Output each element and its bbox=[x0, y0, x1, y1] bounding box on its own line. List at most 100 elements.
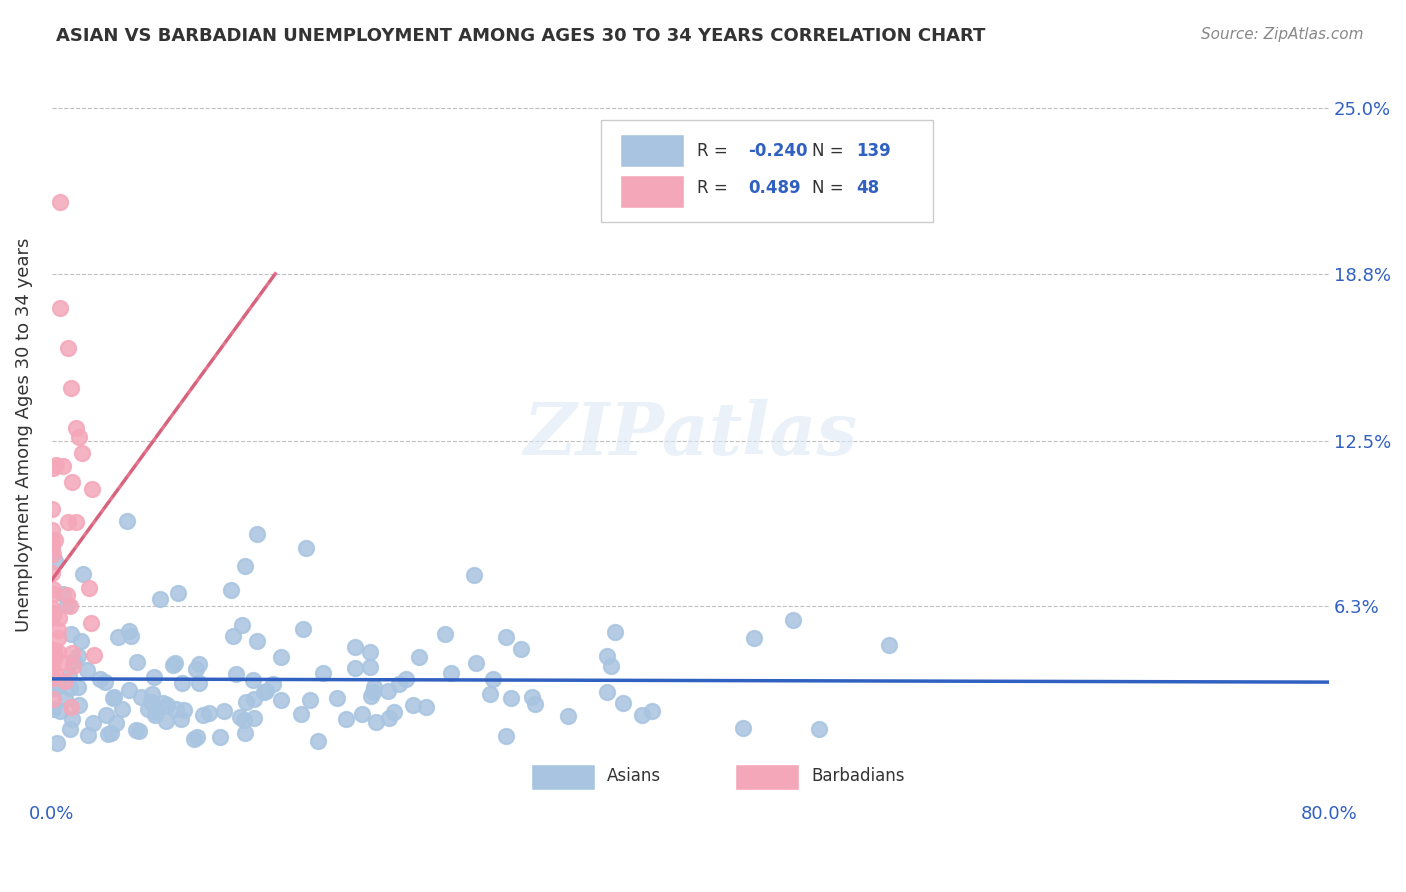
Point bbox=[344, 640, 367, 655]
Text: Barbadians: Barbadians bbox=[811, 767, 905, 786]
Text: N =: N = bbox=[811, 142, 849, 161]
Point bbox=[80, 482, 103, 496]
Point bbox=[408, 650, 430, 665]
Point bbox=[481, 672, 503, 686]
Point bbox=[94, 674, 117, 689]
Point bbox=[499, 691, 522, 706]
Point bbox=[41, 692, 63, 706]
Point bbox=[193, 708, 215, 723]
Point bbox=[232, 713, 254, 727]
Point bbox=[42, 644, 65, 658]
Point bbox=[94, 708, 117, 723]
Point bbox=[129, 690, 152, 705]
Point bbox=[143, 670, 166, 684]
Text: -0.240: -0.240 bbox=[748, 142, 807, 161]
Point bbox=[209, 730, 232, 744]
Point bbox=[56, 341, 79, 355]
Point bbox=[60, 712, 83, 726]
Point bbox=[111, 702, 134, 716]
Point bbox=[463, 568, 485, 582]
Point bbox=[291, 622, 314, 636]
Point bbox=[344, 661, 367, 675]
Point bbox=[41, 523, 63, 537]
Point bbox=[120, 629, 142, 643]
Point bbox=[170, 712, 193, 726]
Point bbox=[70, 445, 93, 459]
Point bbox=[53, 673, 76, 688]
Point bbox=[378, 711, 401, 725]
Point bbox=[101, 690, 124, 705]
Point bbox=[242, 673, 264, 688]
Point bbox=[59, 599, 82, 613]
Point bbox=[262, 677, 284, 691]
Point bbox=[46, 631, 69, 645]
Point bbox=[184, 662, 207, 676]
Point bbox=[117, 683, 139, 698]
Point bbox=[612, 696, 634, 710]
FancyBboxPatch shape bbox=[735, 764, 799, 789]
Text: N =: N = bbox=[811, 179, 849, 197]
Text: Source: ZipAtlas.com: Source: ZipAtlas.com bbox=[1201, 27, 1364, 42]
Point bbox=[603, 625, 626, 640]
FancyBboxPatch shape bbox=[600, 120, 934, 222]
Point bbox=[89, 672, 111, 686]
Point bbox=[243, 692, 266, 706]
Text: Asians: Asians bbox=[607, 767, 661, 786]
Point bbox=[46, 680, 69, 694]
Point bbox=[83, 648, 105, 663]
Point bbox=[299, 693, 322, 707]
Point bbox=[731, 721, 754, 735]
Point bbox=[60, 700, 83, 714]
Point bbox=[107, 630, 129, 644]
Point bbox=[60, 627, 83, 641]
Point bbox=[465, 656, 488, 670]
Point bbox=[42, 607, 65, 621]
Point bbox=[246, 633, 269, 648]
Point bbox=[46, 623, 69, 637]
Point bbox=[183, 732, 205, 747]
Point bbox=[222, 629, 245, 643]
Point bbox=[67, 430, 90, 444]
Point bbox=[495, 729, 517, 743]
Point bbox=[69, 698, 91, 712]
Point bbox=[59, 681, 82, 695]
Point bbox=[186, 730, 208, 744]
Point bbox=[41, 661, 63, 675]
Point bbox=[170, 676, 193, 690]
Point bbox=[41, 671, 63, 685]
Point bbox=[42, 682, 65, 697]
FancyBboxPatch shape bbox=[620, 135, 683, 168]
Point bbox=[162, 658, 184, 673]
Point bbox=[77, 728, 100, 742]
Point bbox=[59, 722, 82, 736]
Point bbox=[596, 685, 619, 699]
Point bbox=[294, 541, 316, 555]
Point bbox=[167, 586, 190, 600]
Point bbox=[440, 665, 463, 680]
Point bbox=[125, 723, 148, 737]
Point bbox=[41, 609, 63, 624]
Point bbox=[41, 655, 63, 669]
Point bbox=[42, 651, 65, 665]
Point bbox=[359, 659, 381, 673]
Point bbox=[307, 734, 329, 748]
Point bbox=[41, 657, 63, 672]
Text: 0.489: 0.489 bbox=[748, 179, 800, 197]
Text: 139: 139 bbox=[856, 142, 891, 161]
Point bbox=[231, 617, 253, 632]
Point bbox=[495, 630, 517, 644]
Point bbox=[42, 643, 65, 657]
Point bbox=[145, 705, 167, 719]
Point bbox=[141, 687, 163, 701]
Point bbox=[557, 708, 579, 723]
FancyBboxPatch shape bbox=[620, 175, 683, 208]
Point bbox=[66, 648, 89, 663]
Point bbox=[42, 582, 65, 596]
Point bbox=[41, 501, 63, 516]
Point bbox=[45, 458, 67, 472]
Point bbox=[136, 702, 159, 716]
Point bbox=[235, 695, 257, 709]
Point bbox=[270, 693, 292, 707]
Point bbox=[395, 672, 418, 686]
Point bbox=[197, 706, 219, 720]
